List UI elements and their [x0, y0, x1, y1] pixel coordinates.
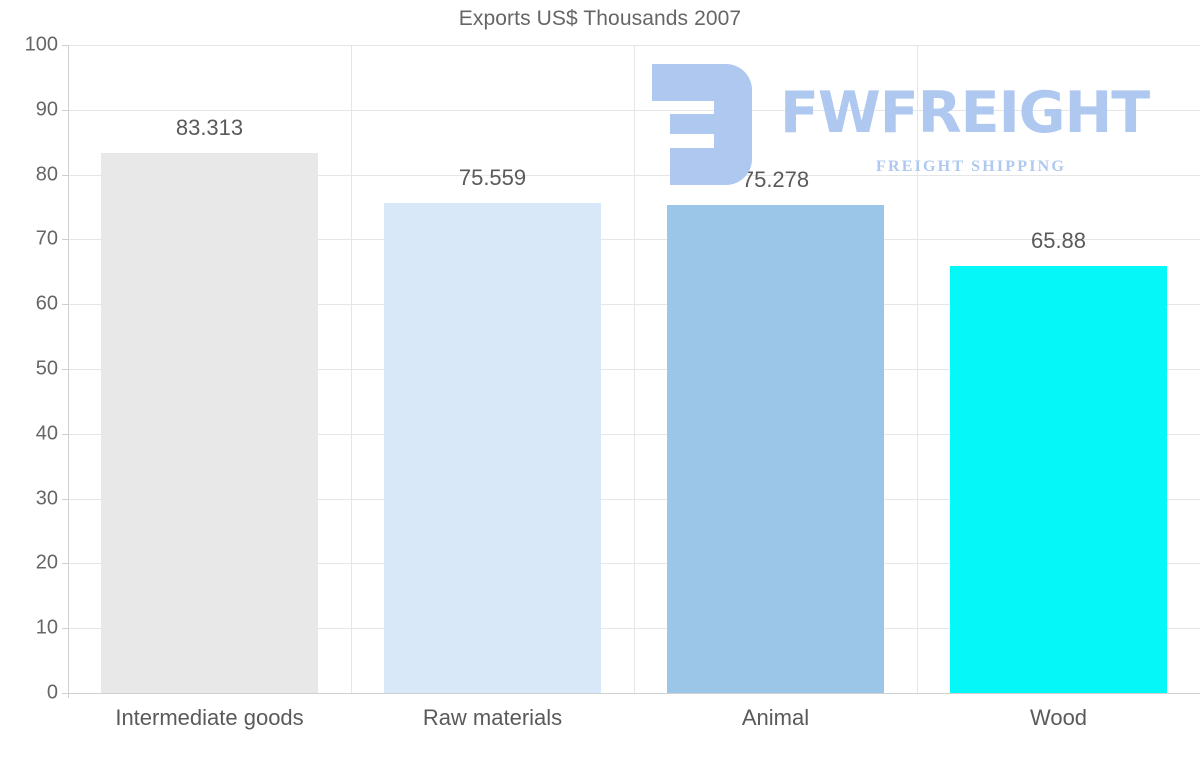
y-axis-tick-mark — [62, 498, 69, 500]
x-axis-category-label: Wood — [1029, 705, 1088, 730]
y-axis-tick-label: 90 — [35, 98, 58, 121]
y-axis-tick-label: 20 — [35, 551, 58, 574]
y-axis-tick-mark — [62, 563, 69, 565]
y-axis-tick-mark — [62, 433, 69, 435]
plot-area — [68, 45, 1200, 694]
x-axis-line — [68, 693, 1200, 694]
y-axis-tick-label: 80 — [35, 163, 58, 186]
y-axis-tick-label: 10 — [35, 616, 58, 639]
y-axis-tick-label: 50 — [35, 357, 58, 380]
bar[interactable] — [667, 205, 884, 693]
y-axis-tick-label: 30 — [35, 487, 58, 510]
y-axis-tick-label: 70 — [35, 227, 58, 250]
y-axis-tick-mark — [62, 45, 69, 46]
gridline-vertical — [351, 45, 352, 693]
y-axis-tick-mark — [62, 693, 69, 694]
gridline-vertical — [634, 45, 635, 693]
y-axis-tick-mark — [62, 174, 69, 176]
bar-value-label: 75.559 — [458, 165, 527, 191]
y-axis-tick-mark — [62, 628, 69, 630]
bar[interactable] — [384, 203, 601, 693]
y-axis-tick-label: 0 — [46, 681, 58, 704]
bar-value-label: 75.278 — [741, 167, 810, 193]
gridline-vertical — [917, 45, 918, 693]
bar-value-label: 83.313 — [175, 115, 244, 141]
y-axis-tick-label: 40 — [35, 422, 58, 445]
x-axis-category-label: Animal — [741, 705, 810, 730]
y-axis-tick-label: 60 — [35, 292, 58, 315]
bar[interactable] — [950, 266, 1167, 693]
y-axis-tick-mark — [62, 109, 69, 111]
y-axis-line — [68, 45, 69, 698]
y-axis-tick-mark — [62, 304, 69, 306]
y-axis-tick-mark — [62, 239, 69, 241]
bar[interactable] — [101, 153, 318, 693]
x-axis-category-label: Raw materials — [422, 705, 563, 730]
bar-value-label: 65.88 — [1030, 228, 1087, 254]
x-axis-category-label: Intermediate goods — [115, 705, 304, 730]
y-axis-tick-label: 100 — [24, 33, 58, 56]
page-title: Exports US$ Thousands 2007 — [458, 7, 742, 30]
y-axis-tick-mark — [62, 369, 69, 370]
